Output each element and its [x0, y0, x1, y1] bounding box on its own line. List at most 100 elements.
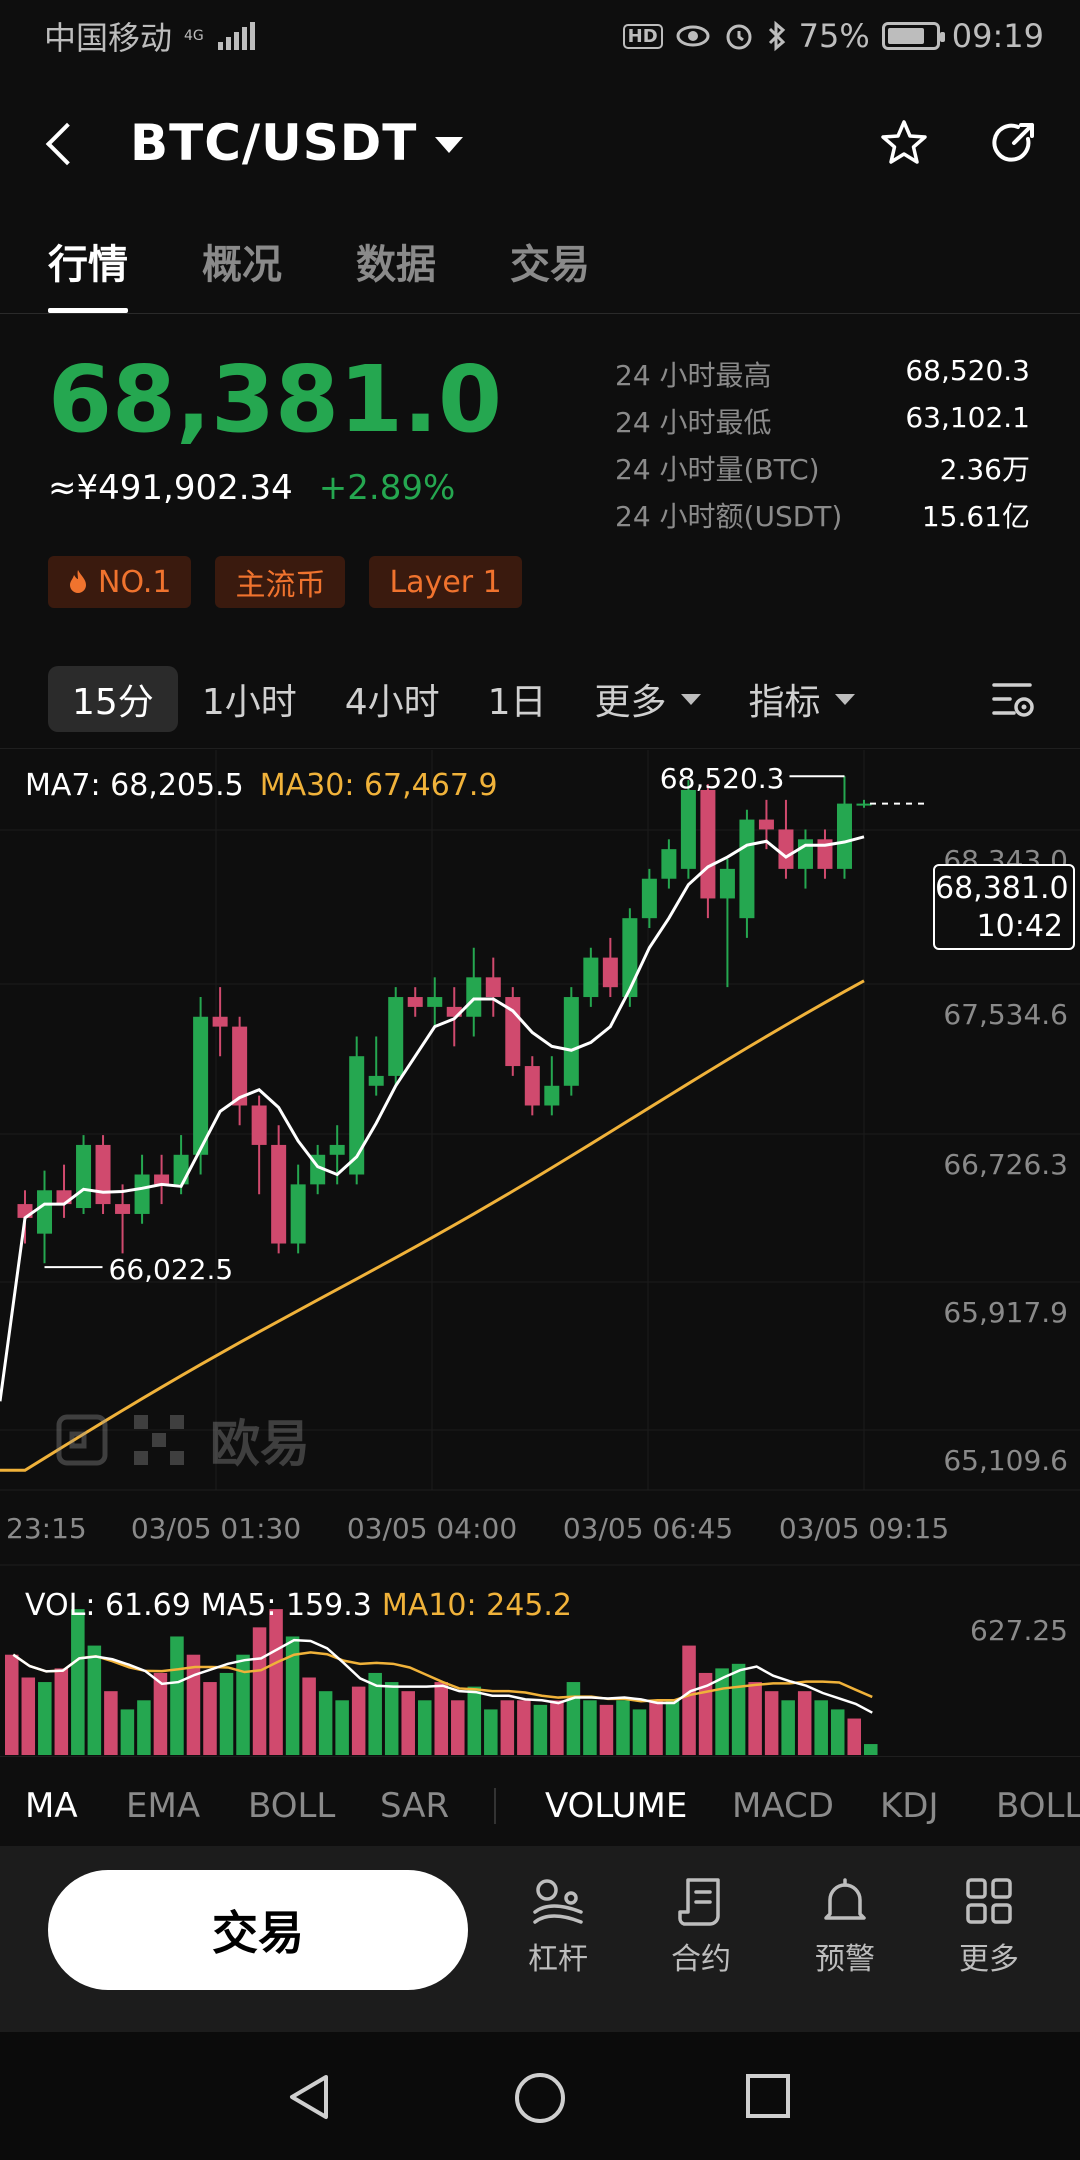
candle-body	[446, 1006, 462, 1017]
candle-body	[271, 1144, 287, 1244]
tag-layer1[interactable]: Layer 1	[369, 556, 522, 608]
tab-overview[interactable]: 概况	[202, 242, 282, 288]
battery-percent: 75%	[798, 17, 870, 55]
ind-ema[interactable]: EMA	[126, 1786, 201, 1826]
tab-market[interactable]: 行情	[48, 222, 128, 313]
candle-body	[407, 997, 423, 1007]
candle-body	[739, 819, 755, 919]
volume-legend: VOL: 61.69 MA5: 159.3 MA10: 245.2	[25, 1588, 572, 1623]
more-label: 更多	[959, 1942, 1019, 1977]
volume-bar	[203, 1682, 217, 1755]
stat-value: 63,102.1	[905, 401, 1030, 434]
leverage-button[interactable]: 杠杆	[498, 1876, 618, 1978]
ind-sar[interactable]: SAR	[380, 1786, 450, 1826]
candle-body	[154, 1174, 170, 1185]
low-label: 66,022.5	[109, 1253, 234, 1286]
chart-settings-icon[interactable]	[990, 675, 1038, 723]
volume-bar	[219, 1672, 234, 1755]
ma30-value: MA30: 67,467.9	[259, 768, 498, 803]
okx-logo-icon	[56, 1414, 108, 1466]
tag-label: 主流币	[235, 568, 326, 603]
bluetooth-icon	[768, 20, 785, 52]
candle-body	[251, 1105, 267, 1145]
x-axis-label: 03/05 01:30	[131, 1512, 301, 1545]
vol-ma5-line	[12, 1638, 873, 1714]
interval-1d[interactable]: 1日	[487, 682, 547, 723]
star-icon[interactable]	[878, 117, 930, 169]
candle-body	[836, 803, 852, 869]
contract-button[interactable]: 合约	[641, 1876, 761, 1978]
vol-ma5: MA5: 159.3	[200, 1588, 372, 1623]
watermark: 欧易	[56, 1404, 310, 1476]
volume-bar	[384, 1682, 399, 1755]
ind-boll[interactable]: BOLL	[248, 1786, 336, 1826]
interval-4h[interactable]: 4小时	[344, 682, 440, 723]
candle-body	[134, 1174, 150, 1214]
candle-body	[661, 849, 677, 879]
chevron-down-icon[interactable]	[435, 137, 464, 153]
ma7-line	[0, 835, 865, 1402]
ind-kdj[interactable]: KDJ	[880, 1786, 939, 1826]
stat-value: 68,520.3	[905, 354, 1030, 387]
trade-button[interactable]: 交易	[48, 1870, 468, 1990]
stat-label: 24 小时量(BTC)	[615, 453, 820, 486]
interval-1h[interactable]: 1小时	[201, 682, 297, 723]
share-icon[interactable]	[988, 117, 1040, 169]
ma7-value: MA7: 68,205.5	[25, 768, 244, 803]
volume-bar	[368, 1672, 382, 1755]
volume-bar	[269, 1609, 283, 1755]
ind-boll-sub[interactable]: BOLL	[996, 1786, 1080, 1826]
candle-body	[349, 1056, 365, 1175]
nav-back-icon[interactable]	[284, 2072, 334, 2122]
alert-label: 预警	[815, 1942, 875, 1977]
candle-body	[212, 1016, 228, 1027]
ind-volume[interactable]: VOLUME	[545, 1786, 688, 1826]
volume-bar	[351, 1686, 366, 1755]
volume-bar	[401, 1691, 415, 1755]
kline-chart[interactable]: 68,343.067,534.666,726.365,917.965,109.6…	[0, 0, 1080, 1780]
stat-value: 15.61亿	[921, 500, 1030, 533]
candle-body	[544, 1085, 560, 1106]
volume-bar	[764, 1691, 779, 1755]
candle-body	[602, 957, 618, 988]
stat-low: 24 小时最低 63,102.1	[615, 401, 1030, 448]
y-axis-label: 65,917.9	[943, 1296, 1068, 1329]
volume-bar	[665, 1700, 680, 1755]
last-price: 68,381.0	[48, 346, 502, 453]
volume-bar	[417, 1700, 432, 1755]
grid-icon	[966, 1878, 1012, 1924]
more-button[interactable]: 更多	[929, 1876, 1049, 1978]
current-price-box: 68,381.0 10:42	[933, 864, 1075, 950]
tag-rank[interactable]: NO.1	[48, 556, 192, 608]
pair-title[interactable]: BTC/USDT	[130, 114, 418, 172]
nav-recents-icon[interactable]	[744, 2072, 792, 2120]
indicator-dropdown[interactable]: 指标	[725, 666, 879, 732]
vol-value: VOL: 61.69	[25, 1588, 191, 1623]
candle-body	[719, 868, 735, 899]
alarm-icon	[726, 24, 752, 50]
bottom-action-bar: 交易 杠杆 合约 预警 更多	[0, 1846, 1080, 2032]
volume-bar	[5, 1654, 19, 1755]
ind-ma[interactable]: MA	[25, 1786, 78, 1826]
interval-more[interactable]: 更多	[571, 666, 725, 732]
alert-button[interactable]: 预警	[785, 1876, 905, 1978]
candle-body	[115, 1204, 131, 1214]
interval-bar: 15分 1小时 4小时 1日 更多 指标	[48, 666, 1038, 732]
header: BTC/USDT	[0, 88, 1080, 198]
nav-home-icon[interactable]	[514, 2072, 566, 2124]
interval-15m[interactable]: 15分	[48, 666, 178, 732]
candle-body	[427, 997, 443, 1007]
volume-bar	[814, 1700, 828, 1755]
ind-macd[interactable]: MACD	[732, 1786, 834, 1826]
divider	[0, 748, 1080, 749]
leverage-icon	[533, 1879, 583, 1924]
tab-data[interactable]: 数据	[356, 242, 436, 288]
volume-bar	[517, 1700, 531, 1755]
candle-body	[368, 1075, 384, 1086]
leverage-label: 杠杆	[528, 1942, 588, 1977]
tag-mainstream[interactable]: 主流币	[215, 556, 346, 608]
stats-24h: 24 小时最高 68,520.3 24 小时最低 63,102.1 24 小时量(B…	[615, 354, 1030, 542]
tab-trade[interactable]: 交易	[510, 242, 590, 288]
volume-bar	[434, 1682, 449, 1755]
volume-bar	[335, 1700, 349, 1755]
